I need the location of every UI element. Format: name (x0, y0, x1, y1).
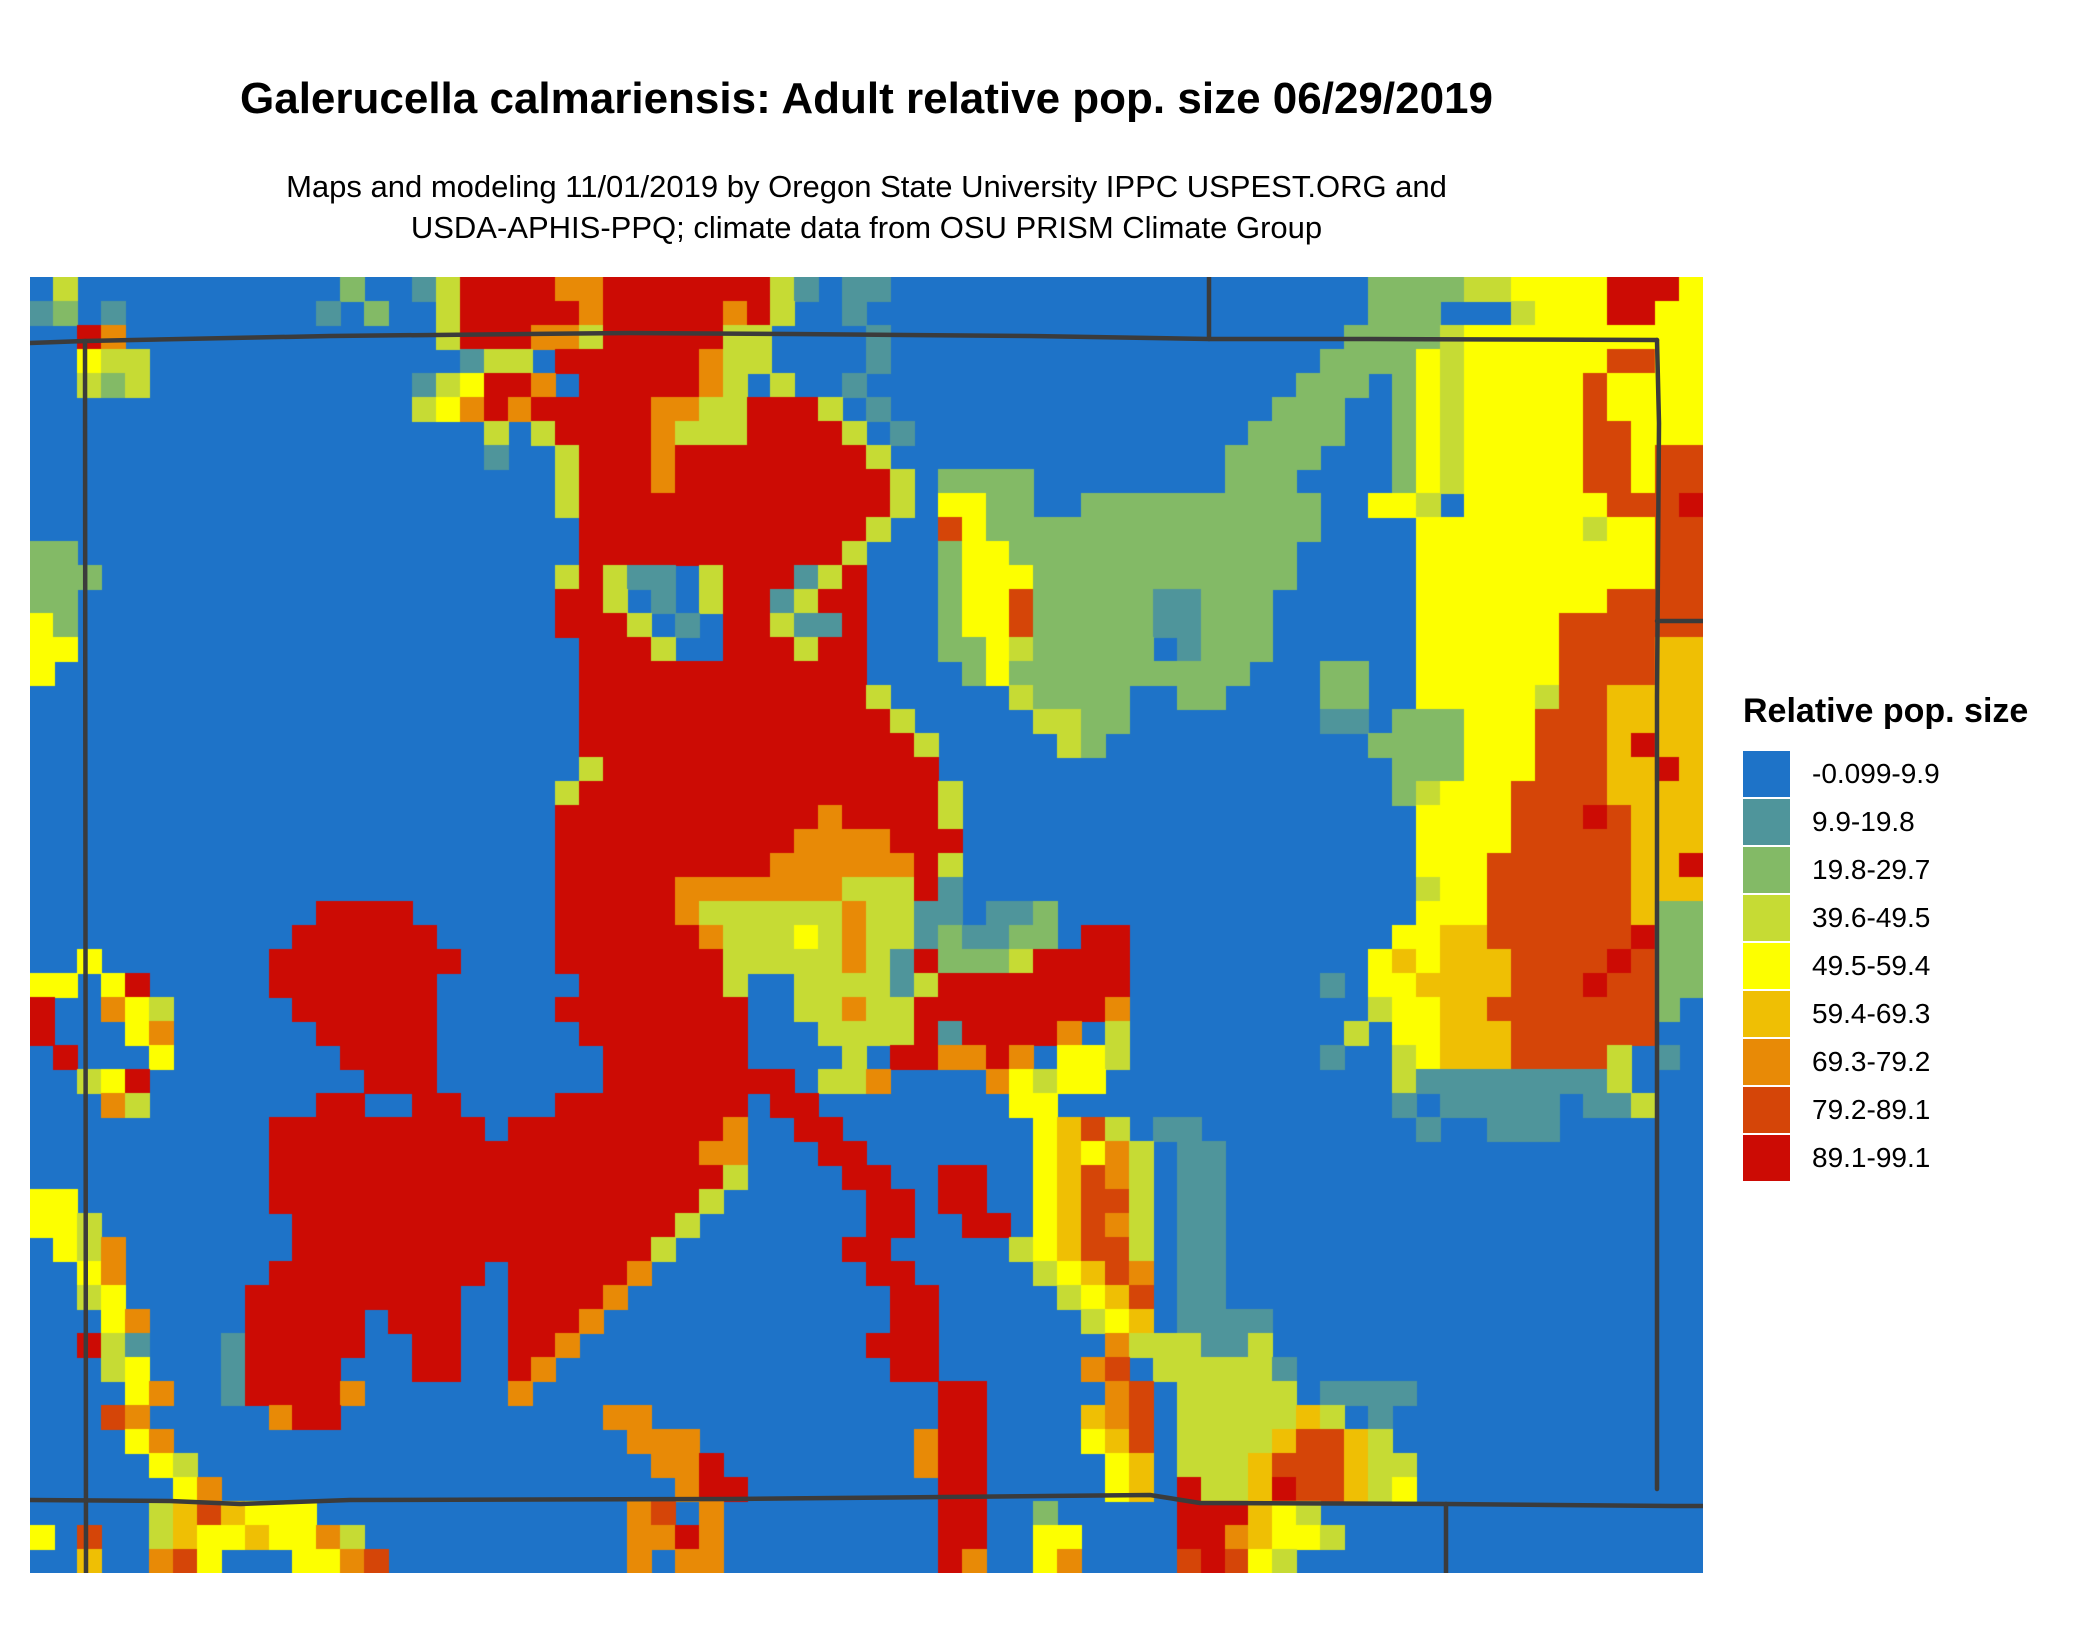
legend-color-swatch (1743, 943, 1790, 989)
map-subtitle: Maps and modeling 11/01/2019 by Oregon S… (30, 166, 1703, 248)
map-area (30, 277, 1703, 1573)
legend-color-swatch (1743, 799, 1790, 845)
legend-item-label: 59.4-69.3 (1812, 998, 1931, 1029)
legend-items: -0.099-9.9 9.9-19.8 19.8-29.7 39.6-49.5 49.5… (1743, 751, 2093, 1181)
legend-item: 79.2-89.1 (1743, 1087, 2093, 1133)
legend-item-label: 49.5-59.4 (1812, 950, 1931, 981)
legend-item-label: 79.2-89.1 (1812, 1094, 1931, 1125)
map-subtitle-line1: Maps and modeling 11/01/2019 by Oregon S… (286, 169, 1447, 204)
legend-item-label: 9.9-19.8 (1812, 806, 1915, 837)
legend-color-swatch (1743, 1087, 1790, 1133)
state-border-left (82, 338, 89, 1573)
legend-item: 69.3-79.2 (1743, 1039, 2093, 1085)
legend-color-swatch (1743, 1135, 1790, 1181)
legend-item: 39.6-49.5 (1743, 895, 2093, 941)
map-subtitle-line2: USDA-APHIS-PPQ; climate data from OSU PR… (410, 210, 1323, 245)
legend-title: Relative pop. size (1743, 692, 2029, 730)
legend-color-swatch (1743, 847, 1790, 893)
legend-item: 9.9-19.8 (1743, 799, 2093, 845)
legend-item: 49.5-59.4 (1743, 943, 2093, 989)
state-border-bottom (30, 1492, 1703, 1509)
legend-color-swatch (1743, 991, 1790, 1037)
legend-item: 89.1-99.1 (1743, 1135, 2093, 1181)
legend-item-label: -0.099-9.9 (1812, 758, 1940, 789)
legend-color-swatch (1743, 1039, 1790, 1085)
state-border-top (30, 330, 1660, 346)
state-border-right (1654, 337, 1662, 1492)
legend-item-label: 39.6-49.5 (1812, 902, 1931, 933)
legend-item-label: 19.8-29.7 (1812, 854, 1931, 885)
population-map-canvas (30, 277, 1703, 1573)
legend-color-swatch (1743, 895, 1790, 941)
legend-color-swatch (1743, 751, 1790, 797)
legend-item: 19.8-29.7 (1743, 847, 2093, 893)
map-title: Galerucella calmariensis: Adult relative… (240, 74, 1493, 123)
legend-item-label: 89.1-99.1 (1812, 1142, 1931, 1173)
state-boundaries-overlay (30, 277, 1703, 1573)
legend-item-label: 69.3-79.2 (1812, 1046, 1931, 1077)
legend-item: -0.099-9.9 (1743, 751, 2093, 797)
legend: Relative pop. size -0.099-9.9 9.9-19.8 19.… (1743, 692, 2093, 1183)
legend-item: 59.4-69.3 (1743, 991, 2093, 1037)
